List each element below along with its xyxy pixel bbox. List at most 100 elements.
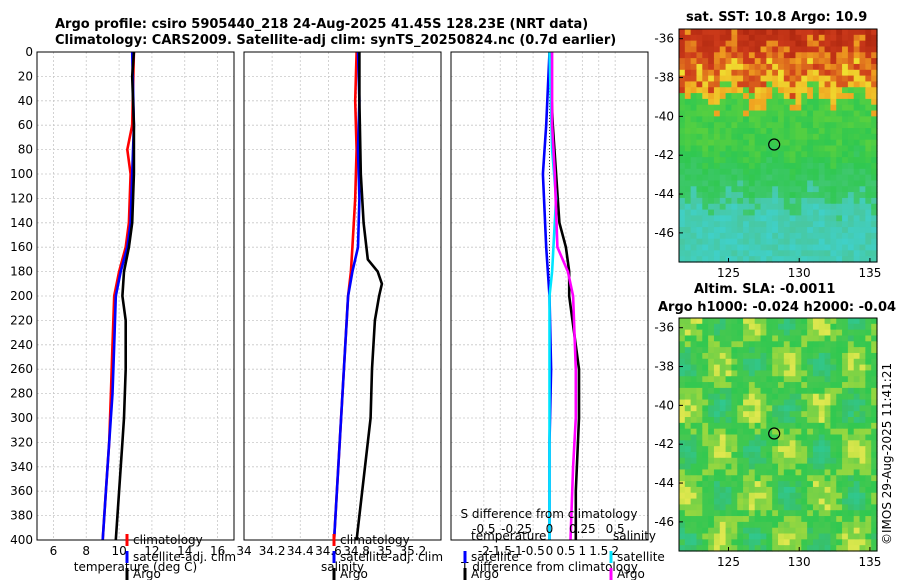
- map-cell: [830, 422, 837, 430]
- map-cell: [842, 244, 849, 251]
- legend-label: Argo: [340, 567, 368, 580]
- map-cell: [812, 133, 820, 141]
- map-cell: [824, 545, 832, 552]
- map-cell: [824, 539, 832, 546]
- map-cell: [708, 370, 715, 377]
- map-cell: [737, 81, 744, 88]
- map-cell: [865, 256, 872, 263]
- map-cell: [737, 417, 744, 424]
- map-cell: [760, 457, 767, 465]
- map-cell: [865, 382, 872, 389]
- map-cell: [766, 457, 773, 465]
- map-cell: [719, 145, 727, 152]
- legend-title: salinity: [613, 529, 656, 543]
- map-cell: [795, 75, 802, 83]
- map-cell: [760, 151, 767, 158]
- map-cell: [830, 197, 837, 205]
- map-cell: [789, 481, 797, 488]
- map-cell: [754, 323, 762, 331]
- map-cell: [679, 434, 686, 441]
- map-cell: [708, 434, 715, 441]
- map-cell: [789, 358, 797, 366]
- map-cell: [812, 162, 820, 170]
- map-cell: [731, 486, 738, 494]
- map-cell: [754, 122, 762, 129]
- map-cell: [708, 411, 715, 418]
- map-cell: [847, 341, 855, 348]
- map-cell: [702, 133, 709, 141]
- map-cell: [778, 422, 785, 430]
- map-cell: [801, 186, 808, 193]
- map-cell: [801, 238, 808, 246]
- map-cell: [679, 168, 686, 176]
- map-cell: [713, 238, 721, 246]
- map-cell: [807, 46, 814, 53]
- map-cell: [766, 63, 773, 71]
- map-cell: [696, 221, 703, 228]
- map-cell: [871, 376, 878, 383]
- map-cell: [818, 469, 826, 476]
- map-cell: [766, 434, 773, 441]
- map-cell: [842, 34, 849, 42]
- map-cell: [760, 358, 767, 366]
- map-cell: [684, 29, 692, 36]
- map-cell: [801, 475, 808, 482]
- map-cell: [871, 539, 878, 546]
- map-cell: [818, 232, 826, 240]
- map-cell: [830, 335, 837, 342]
- map-cell: [696, 399, 703, 406]
- map-cell: [778, 504, 785, 511]
- map-cell: [778, 145, 785, 152]
- map-cell: [719, 318, 727, 325]
- map-cell: [690, 492, 698, 500]
- map-cell: [748, 87, 756, 94]
- map-cell: [842, 122, 849, 129]
- map-cell: [824, 151, 832, 158]
- map-cell: [830, 256, 837, 263]
- map-cell: [760, 486, 767, 494]
- map-cell: [690, 533, 698, 540]
- map-cell: [830, 411, 837, 418]
- map-cell: [783, 145, 791, 152]
- map-cell: [725, 34, 733, 42]
- map-cell: [766, 203, 773, 211]
- map-cell: [731, 323, 738, 331]
- map-cell: [702, 341, 709, 348]
- map-cell: [766, 81, 773, 88]
- map-cell: [713, 545, 721, 552]
- map-cell: [702, 174, 709, 182]
- map-cell: [731, 256, 738, 263]
- legend-label: Argo: [617, 567, 645, 580]
- map-cell: [824, 533, 832, 540]
- argo-location-marker: [768, 138, 781, 151]
- lat-tick-label: -42: [654, 148, 674, 162]
- map-cell: [702, 145, 709, 152]
- map-cell: [783, 440, 791, 447]
- map-cell: [818, 93, 826, 100]
- map-cell: [859, 405, 866, 412]
- map-cell: [783, 157, 791, 164]
- map-cell: [778, 110, 785, 117]
- map-cell: [766, 250, 773, 257]
- map-cell: [754, 481, 762, 488]
- map-cell: [684, 393, 692, 401]
- map-cell: [778, 521, 785, 529]
- x-tick-label: -1: [511, 544, 523, 558]
- map-cell: [778, 180, 785, 187]
- map-cell: [789, 81, 797, 88]
- map-cell: [783, 393, 791, 401]
- map-cell: [871, 527, 878, 535]
- map-cell: [766, 186, 773, 193]
- map-cell: [713, 162, 721, 170]
- map-cell: [766, 244, 773, 251]
- map-cell: [679, 238, 686, 246]
- map-cell: [737, 545, 744, 552]
- map-cell: [702, 318, 709, 325]
- map-cell: [847, 58, 855, 65]
- map-cell: [859, 323, 866, 331]
- map-cell: [754, 434, 762, 441]
- map-cell: [853, 527, 861, 535]
- map-cell: [795, 504, 802, 511]
- map-cell: [824, 451, 832, 459]
- map-cell: [847, 533, 855, 540]
